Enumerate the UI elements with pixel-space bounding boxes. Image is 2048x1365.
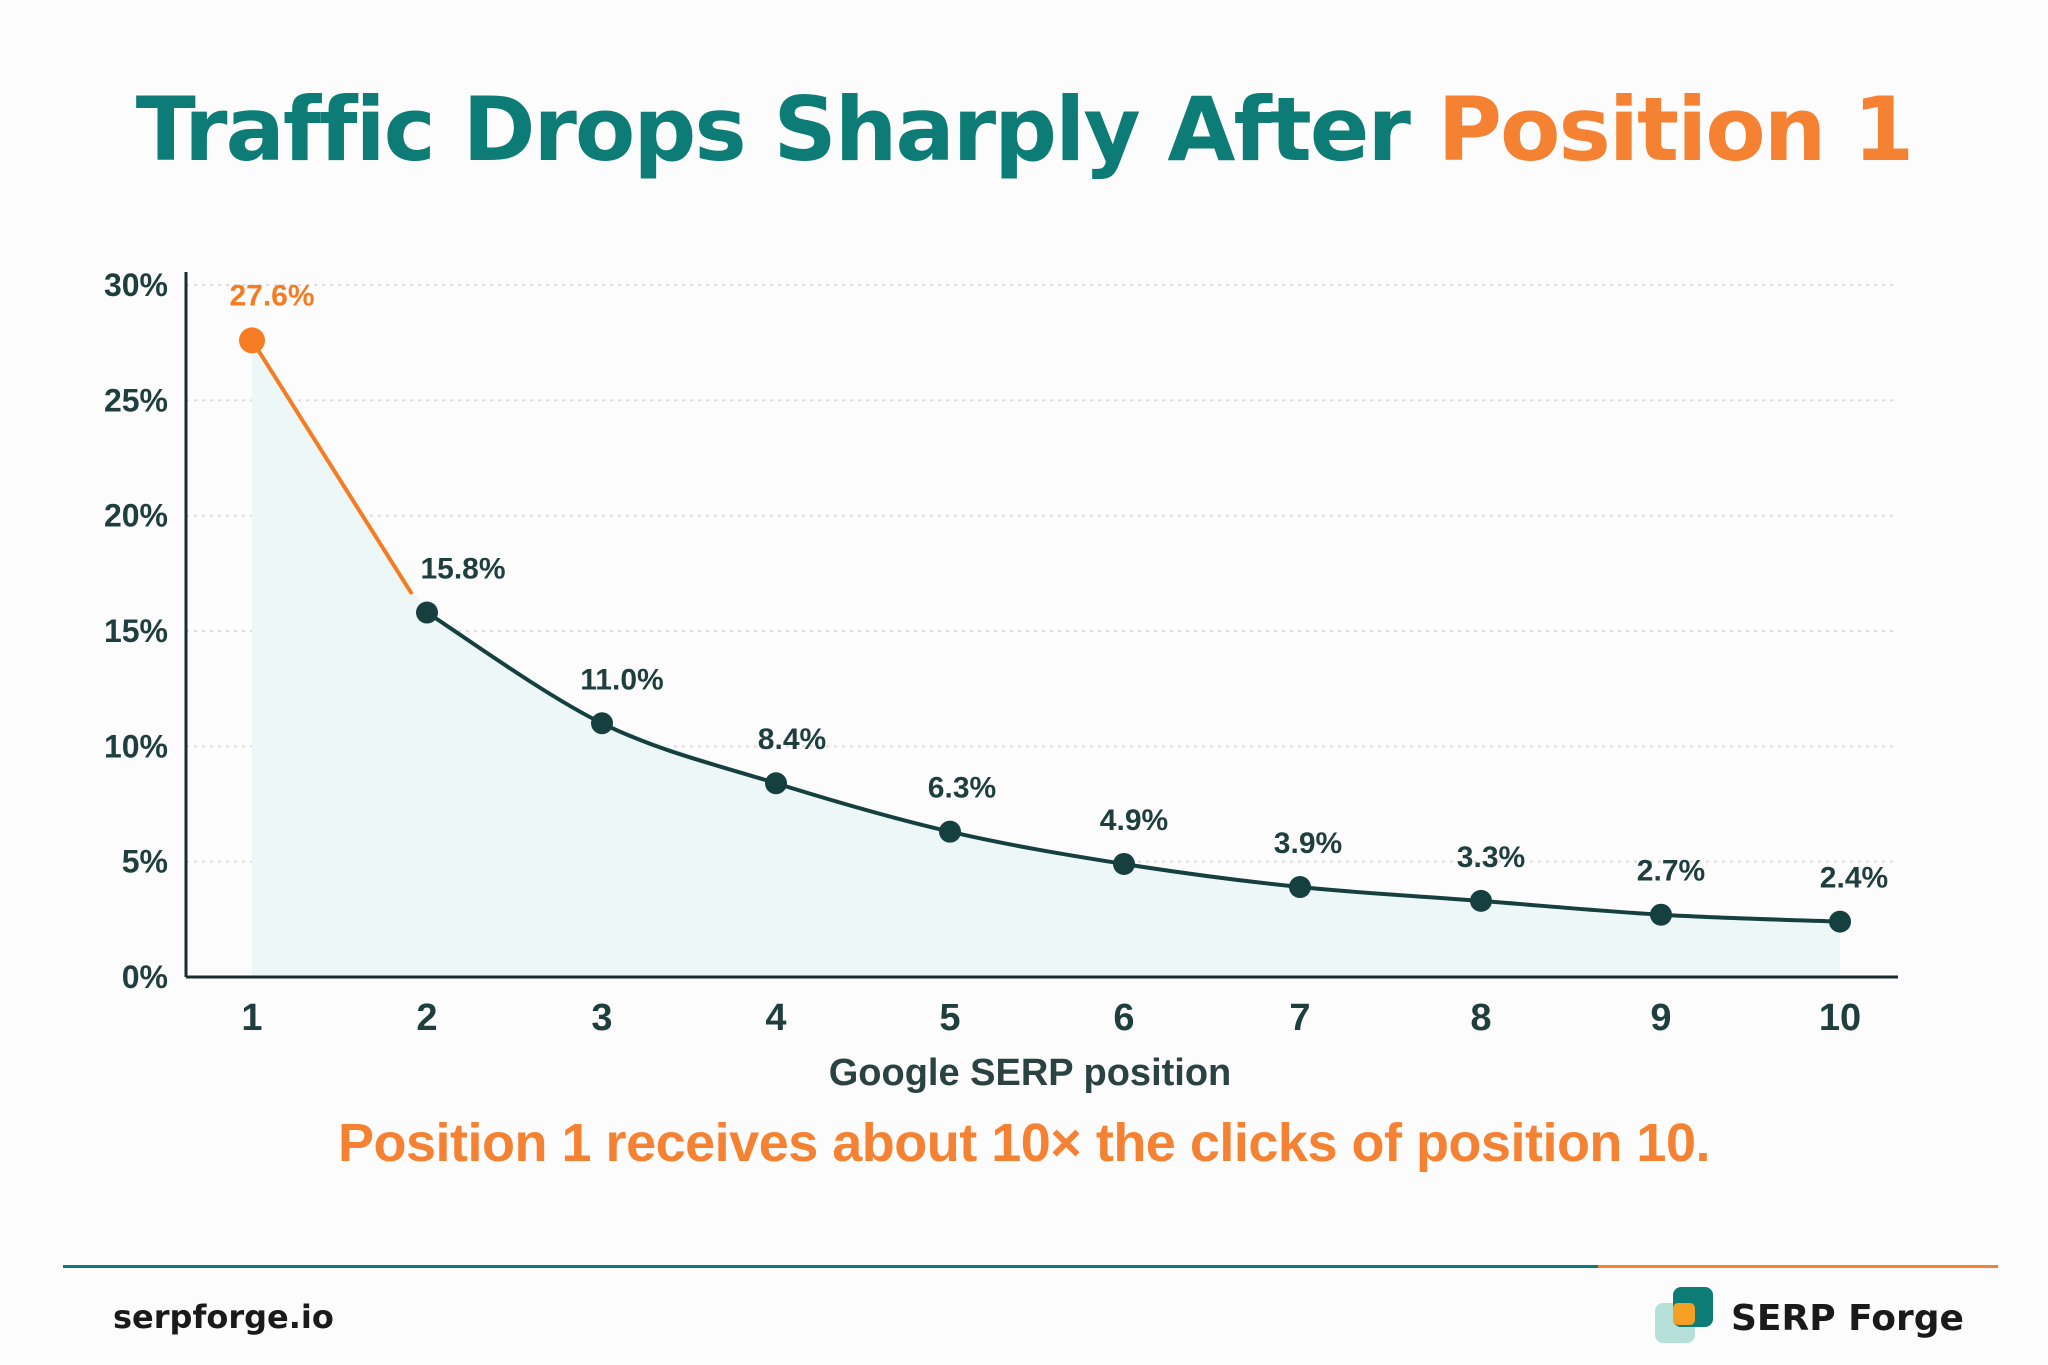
data-label: 3.9%	[1274, 827, 1342, 860]
x-tick-label: 9	[1650, 997, 1671, 1039]
data-label: 15.8%	[420, 553, 505, 586]
y-tick-label: 5%	[122, 844, 168, 880]
brand-logo-icon	[1655, 1287, 1717, 1349]
y-tick-label: 25%	[104, 382, 168, 418]
callout-text: Position 1 receives about 10× the clicks…	[338, 1113, 1710, 1173]
data-label: 2.4%	[1820, 862, 1888, 895]
x-tick-label: 10	[1819, 997, 1861, 1039]
x-tick-label: 7	[1289, 997, 1310, 1039]
x-tick-label: 4	[765, 997, 786, 1039]
footer-divider-orange	[1598, 1265, 1998, 1268]
x-tick-label: 5	[939, 997, 960, 1039]
footer-site-url[interactable]: serpforge.io	[113, 1298, 334, 1336]
data-point	[591, 712, 613, 735]
y-tick-label: 15%	[104, 613, 168, 649]
data-point	[939, 820, 961, 843]
data-point	[1829, 910, 1851, 933]
x-tick-label: 2	[416, 997, 437, 1039]
data-point	[1113, 852, 1135, 875]
data-point	[1470, 889, 1492, 912]
data-label: 27.6%	[229, 279, 314, 312]
y-tick-label: 0%	[122, 959, 168, 995]
x-tick-label: 3	[591, 997, 612, 1039]
title-accent: Position 1	[1437, 78, 1915, 181]
x-tick-label: 6	[1113, 997, 1134, 1039]
highlight-segment	[250, 338, 413, 595]
data-label: 2.7%	[1637, 855, 1705, 888]
footer-divider-teal	[63, 1265, 1598, 1268]
y-tick-label: 30%	[104, 267, 168, 303]
x-tick-label: 1	[241, 997, 262, 1039]
brand-name: SERP Forge	[1731, 1297, 1964, 1339]
data-point	[1289, 876, 1311, 899]
line-chart: 0% 5% 10% 15% 20% 25% 30% 1 2 3 4 5 6 7 8 9 10 Google SER…	[104, 267, 1898, 1094]
data-point	[239, 327, 265, 354]
data-point	[416, 601, 438, 624]
y-tick-label: 20%	[104, 498, 168, 534]
brand: SERP Forge	[1655, 1287, 1964, 1349]
data-label: 6.3%	[928, 772, 996, 805]
data-label: 8.4%	[758, 723, 826, 756]
chart-title: Traffic Drops Sharply After Position 1	[0, 78, 2048, 181]
data-label: 11.0%	[580, 663, 663, 696]
x-axis-title: Google SERP position	[829, 1052, 1232, 1094]
data-point	[1650, 903, 1672, 926]
data-label: 4.9%	[1100, 804, 1168, 837]
y-tick-label: 10%	[104, 728, 168, 764]
title-main: Traffic Drops Sharply After	[135, 78, 1411, 181]
x-tick-label: 8	[1470, 997, 1491, 1039]
data-point	[765, 772, 787, 795]
data-label: 3.3%	[1457, 841, 1525, 874]
area-fill	[252, 340, 1840, 977]
